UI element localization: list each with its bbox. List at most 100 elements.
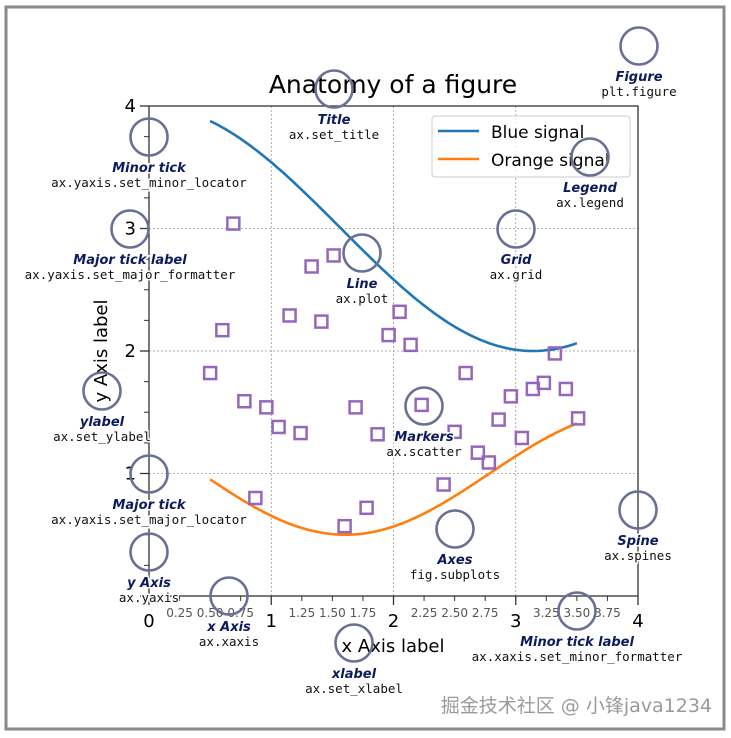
legend-label-blue: Blue signal [491,123,584,143]
markers-annotation-code: ax.scatter [386,444,462,459]
scatter-marker [558,381,574,397]
scatter-marker [293,425,308,441]
major-tick-label-annotation-circle [110,209,150,249]
plot-series [202,119,586,536]
major-tick-annotation-circle [129,454,169,494]
legend: Blue signal Orange signal [431,115,631,178]
axes-annotation-name: Axes [436,553,472,568]
major-tick-annotation-name: Major tick [112,498,186,513]
figure-annotation-code: plt.figure [601,84,676,99]
line-annotation-circle [342,233,382,273]
scatter-marker [359,500,374,516]
scatter-marker [326,248,341,263]
y-axis-annotation-name: y Axis [127,576,171,591]
scatter-marker [458,365,473,381]
scatter-marker [570,411,586,426]
scatter-marker [337,518,352,534]
scatter-marker [381,327,396,343]
minor-tick-annotation-code: ax.yaxis.set_minor_locator [51,175,247,190]
minor-tick-label-annotation-code: ax.xaxis.set_minor_formatter [472,649,683,664]
scatter-marker [304,259,319,274]
scatter-marker [403,337,418,353]
figure-annotation-name: Figure [615,70,662,85]
scatter-marker [414,397,429,413]
y-axis-annotation-code: ax.yaxis [119,590,179,605]
spine-annotation-circle [618,490,658,530]
scatter-marker [314,314,329,329]
x-minor-tick-label: 2.25 [411,606,438,620]
orange-signal-line [209,422,578,536]
legend-annotation-circle [570,137,610,177]
markers-annotation-circle [404,386,444,426]
scatter-marker [271,419,286,435]
scatter-marker [481,455,497,470]
x-minor-tick-label: 0.25 [166,606,193,620]
y-major-tick-label: 2 [125,341,136,362]
x-major-tick-label: 0 [143,611,154,632]
x-major-tick-label: 2 [388,611,399,632]
scatter-marker [348,400,363,415]
xlabel-annotation-name: xlabel [331,667,377,682]
scatter-marker [215,322,230,338]
x-minor-tick-label: 3.25 [533,606,560,620]
scatter-marker [470,445,486,460]
xlabel-annotation-circle [334,623,374,663]
line-annotation-name: Line [347,277,378,292]
scatter-marker [436,477,451,492]
x-axis-label: x Axis label [342,636,445,657]
legend-annotation-name: Legend [563,181,617,196]
minor-tick-label-annotation-circle [557,591,597,631]
grid-annotation-name: Grid [501,253,533,268]
scatter-marker [282,308,297,323]
y-major-tick-label: 4 [125,96,136,117]
x-minor-tick-label: 2.50 [441,606,468,620]
figure-annotation-circle [619,26,659,66]
x-minor-tick-label: 3.50 [564,606,591,620]
legend-box [431,115,631,178]
spine-annotation-name: Spine [617,534,658,549]
x-minor-tick-label: 1.50 [319,606,346,620]
xlabel-annotation-code: ax.set_xlabel [305,681,403,696]
x-major-tick-label: 1 [266,611,277,632]
major-tick-label-annotation-code: ax.yaxis.set_major_formatter [25,267,236,282]
legend-label-orange: Orange signal [491,151,610,171]
x-minor-tick-label: 1.25 [288,606,315,620]
ylabel-annotation-code: ax.set_ylabel [53,429,151,444]
scatter-marker [392,304,407,320]
scatter-marker [202,365,218,381]
ylabel-annotation-name: ylabel [80,415,125,430]
x-minor-tick-label: 3.75 [594,606,621,620]
axes-annotation-circle [435,509,475,549]
scatter-marker [503,389,519,404]
minor-tick-annotation-circle [129,117,169,157]
grid-annotation-code: ax.grid [490,267,543,282]
y-axis-annotation-circle [129,532,169,572]
title-annotation-circle [314,69,354,109]
scatter-marker [536,375,552,391]
x-major-tick-label: 3 [510,611,521,632]
chart-title: Anatomy of a figure [269,70,517,99]
x-major-tick-label: 4 [632,611,643,632]
y-axis-label: y Axis label [91,300,112,403]
scatter-marker [226,216,241,231]
x-axis-annotation-circle [209,576,249,616]
ylabel-annotation-circle [82,371,122,411]
grid-annotation-circle [496,209,536,249]
scatter-marker [259,400,274,415]
scatter-marker [491,412,506,427]
x-minor-tick-label: 0.75 [227,606,254,620]
major-tick-label-annotation-name: Major tick label [73,253,187,268]
figure-frame [4,5,726,731]
scatter-marker [248,490,263,506]
title-annotation-name: Title [318,113,351,128]
y-major-tick-label: 3 [125,219,136,240]
scatter-marker [370,427,385,442]
x-axis-annotation-name: x Axis [206,620,251,635]
x-axis-annotation-code: ax.xaxis [199,634,259,649]
markers-annotation-name: Markers [394,430,454,445]
line-annotation-code: ax.plot [336,291,389,306]
scatter-marker [514,430,530,446]
